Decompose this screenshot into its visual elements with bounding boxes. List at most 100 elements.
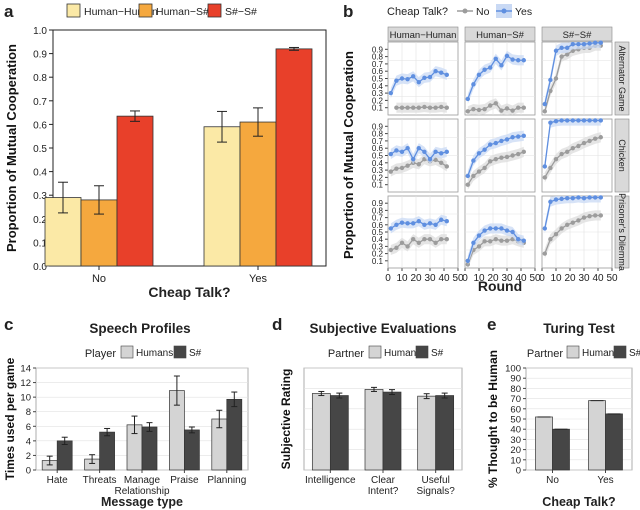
- panel-b-band-yes: [390, 214, 447, 234]
- panel-d-legend-title: Partner: [328, 348, 364, 360]
- panel-b-point-yes: [504, 137, 510, 142]
- panel-c-ytick-label: 8: [26, 407, 31, 418]
- panel-b-point-yes: [593, 40, 598, 45]
- panel-c-legend-label-1: S#: [189, 348, 202, 359]
- panel-b-ytick-label: 0.7: [372, 214, 384, 223]
- panel-b-band-no: [467, 146, 524, 190]
- panel-b-point-no: [542, 251, 547, 256]
- panel-b-xtick-label: 50: [452, 273, 464, 284]
- panel-b-point-no: [510, 108, 515, 113]
- panel-b-point-yes: [542, 101, 547, 107]
- panel-b-ytick-label: 0.1: [372, 257, 384, 266]
- panel-b-point-yes: [388, 90, 393, 96]
- panel-c-label: c: [4, 315, 13, 334]
- panel-e-ytick-label: 100: [505, 364, 521, 375]
- panel-e-xtick-label: Yes: [597, 475, 613, 486]
- panel-b-point-no: [471, 173, 476, 179]
- panel-e-legend-swatch-1: [613, 345, 627, 359]
- panel-a-ytick-label: 0.6: [33, 120, 47, 131]
- panel-b-point-yes: [504, 53, 510, 59]
- panel-b-point-yes: [471, 240, 476, 245]
- panel-b-point-no: [542, 109, 547, 114]
- panel-b-legend-title: Cheap Talk?: [387, 6, 448, 18]
- panel-b-point-yes: [521, 58, 526, 63]
- panel-b-point-no: [593, 213, 598, 218]
- panel-b-point-no: [482, 106, 487, 112]
- panel-b-band-yes: [390, 143, 447, 165]
- panel-c-ytick-label: 6: [26, 422, 31, 433]
- panel-b-point-no: [570, 220, 575, 225]
- panel-e-bar-1-0: [552, 428, 570, 471]
- panel-b-point-yes: [394, 78, 399, 83]
- panel-b-point-yes: [587, 118, 592, 123]
- panel-b-point-yes: [581, 195, 587, 201]
- panel-b-point-yes: [587, 195, 592, 200]
- panel-c-ytick-label: 14: [20, 364, 31, 375]
- panel-b-point-yes: [427, 156, 433, 162]
- panel-b-point-no: [416, 162, 421, 167]
- panel-b-ytick-label: 0.4: [372, 235, 384, 244]
- panel-b-ytick-label: 0.5: [372, 228, 384, 237]
- panel-b-ytick-label: 0.6: [372, 67, 384, 76]
- panel-b-point-no: [521, 105, 526, 110]
- panel-b-point-no: [542, 175, 547, 180]
- panel-b-ytick-label: 0.7: [372, 60, 384, 69]
- panel-b-point-no: [422, 237, 427, 242]
- panel-b-point-yes: [471, 158, 476, 163]
- panel-b-band-yes: [467, 223, 524, 266]
- panel-b-point-yes: [388, 226, 393, 231]
- panel-b-ytick-label: 0.1: [372, 104, 384, 113]
- panel-b-point-no: [510, 153, 515, 158]
- panel-b-point-yes: [439, 217, 444, 222]
- panel-b-point-no: [516, 151, 521, 157]
- panel-b-band-no: [467, 98, 524, 115]
- panel-b-legend-marker-yes: [501, 8, 507, 14]
- panel-e-ytick-label: 10: [510, 455, 521, 466]
- panel-e-bar-0-0: [535, 416, 553, 471]
- panel-a-ytick-label: 0.7: [33, 97, 47, 108]
- panel-b-xtick-label: 40: [438, 273, 450, 284]
- panel-b-ytick-label: 0.6: [372, 221, 384, 230]
- panel-d-bar-0-0: [311, 393, 331, 471]
- panel-b-point-no: [504, 154, 510, 160]
- panel-c-xtick-label: Threats: [83, 475, 117, 486]
- panel-b-point-no: [553, 156, 559, 162]
- panel-b-point-no: [559, 226, 564, 231]
- panel-b-point-no: [411, 237, 416, 242]
- panel-e-ytick-label: 0: [516, 466, 521, 477]
- panel-b-point-yes: [553, 197, 559, 202]
- panel-b-point-yes: [422, 222, 427, 227]
- panel-b-point-no: [576, 218, 581, 223]
- panel-b-point-yes: [388, 151, 393, 157]
- panel-b-point-no: [399, 165, 405, 171]
- panel-b-point-no: [493, 237, 498, 242]
- panel-d-bar-1-1: [382, 391, 402, 471]
- panel-b-ytick-label: 0.8: [372, 53, 384, 62]
- panel-b-row-label-0: Alternator Game: [617, 45, 627, 111]
- panel-b-point-no: [471, 106, 476, 112]
- panel-e-ylabel: % Thought to be Human: [486, 350, 500, 488]
- panel-b-point-yes: [482, 67, 487, 72]
- panel-b-point-yes: [488, 65, 493, 70]
- panel-b-ytick-label: 0.9: [372, 122, 384, 131]
- panel-b-point-yes: [476, 151, 482, 156]
- panel-b-point-yes: [411, 156, 416, 162]
- panel-b-point-yes: [510, 229, 515, 235]
- panel-b-point-no: [482, 165, 487, 171]
- panel-b-point-yes: [581, 41, 587, 47]
- panel-a-ytick-label: 0.5: [33, 144, 47, 155]
- panel-b-point-no: [388, 169, 393, 174]
- panel-b-point-no: [570, 146, 575, 151]
- panel-b-point-no: [516, 105, 521, 110]
- panel-b-point-no: [576, 143, 581, 149]
- panel-a-ytick-label: 0.1: [33, 238, 47, 249]
- panel-e-ytick-label: 40: [510, 425, 521, 436]
- panel-e-legend-title: Partner: [527, 348, 563, 360]
- panel-b-ytick-label: 0.3: [372, 89, 384, 98]
- panel-b-point-no: [465, 109, 470, 114]
- panel-b-xtick-label: 30: [578, 273, 590, 284]
- panel-b-col-strip-2: [541, 26, 613, 42]
- panel-c-ytick-label: 12: [20, 378, 31, 389]
- panel-b-col-label-0: Human−Human: [390, 30, 457, 41]
- panel-b-label: b: [343, 2, 353, 21]
